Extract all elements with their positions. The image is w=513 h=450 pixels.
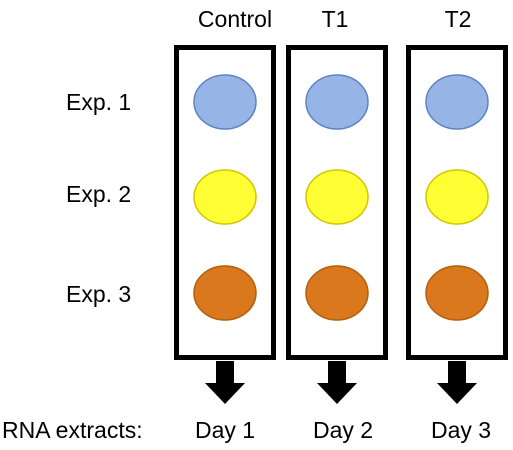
down-arrow-icon-t1: [317, 361, 357, 404]
column-header-t1: T1: [322, 6, 349, 32]
sample-circle-exp3-control: [193, 265, 257, 321]
day-label-2: Day 2: [313, 417, 373, 443]
row-label-exp-2: Exp. 2: [66, 181, 131, 207]
sample-circle-exp2-control: [193, 169, 257, 225]
sample-circle-exp3-t1: [305, 265, 369, 321]
sample-circle-exp1-t1: [305, 74, 369, 130]
sample-circle-exp1-control: [193, 74, 257, 130]
sample-circle-exp1-t2: [425, 74, 489, 130]
sample-circle-exp2-t2: [425, 169, 489, 225]
rna-extracts-label: RNA extracts:: [2, 417, 143, 443]
column-box-t2: [406, 45, 508, 360]
row-label-exp-3: Exp. 3: [66, 281, 131, 307]
row-label-exp-1: Exp. 1: [66, 89, 131, 115]
column-header-t2: T2: [445, 6, 472, 32]
day-label-3: Day 3: [431, 417, 491, 443]
column-header-control: Control: [198, 6, 272, 32]
day-label-1: Day 1: [195, 417, 255, 443]
sample-circle-exp3-t2: [425, 265, 489, 321]
sample-circle-exp2-t1: [305, 169, 369, 225]
column-box-control: [174, 45, 276, 360]
down-arrow-icon-control: [205, 361, 245, 404]
column-box-t1: [286, 45, 388, 360]
down-arrow-icon-t2: [437, 361, 477, 404]
